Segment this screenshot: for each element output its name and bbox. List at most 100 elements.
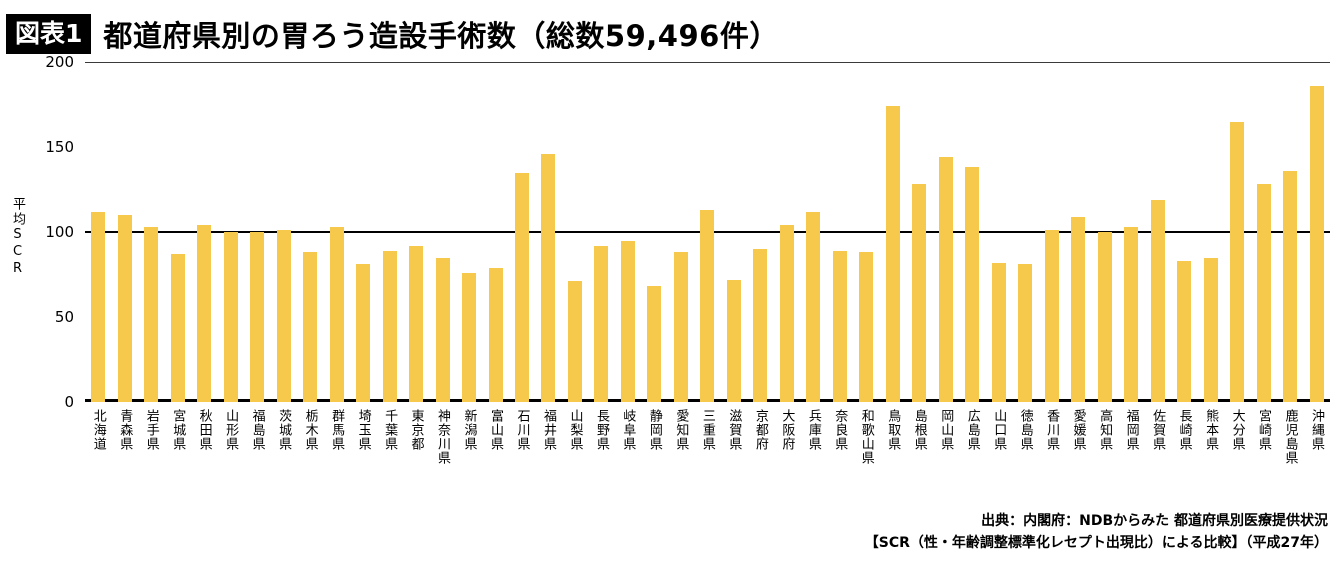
bar-group: 高知県 [1091,62,1117,509]
bar-slot [1283,62,1298,402]
bar [832,250,847,402]
bar-group: 長崎県 [1171,62,1197,509]
bar [435,257,450,402]
source-note: 出典：内閣府：NDBからみた 都道府県別医療提供状況 【SCR（性・年齢調整標準… [0,511,1340,554]
source-line-1: 出典：内閣府：NDBからみた 都道府県別医療提供状況 [981,513,1328,529]
bar [91,211,106,402]
x-tick-label: 栃木県 [302,409,318,451]
bar-group: 福島県 [244,62,270,509]
bar [647,286,662,402]
y-tick-label: 0 [64,393,74,411]
bar [170,254,185,402]
bar [409,245,424,402]
x-tick-label: 福島県 [249,409,265,451]
x-tick-label: 兵庫県 [805,409,821,451]
bar [197,225,212,402]
bar [779,225,794,402]
x-tick-label: 岩手県 [143,409,159,451]
bar-slot [700,62,715,402]
bar-group: 島根県 [906,62,932,509]
x-tick-label: 京都府 [752,409,768,451]
bar-slot [1256,62,1271,402]
bar-slot [859,62,874,402]
bar-slot [303,62,318,402]
bar-group: 群馬県 [323,62,349,509]
bar [1097,232,1112,402]
x-tick-label: 新潟県 [461,409,477,451]
bar-slot [170,62,185,402]
bar-group: 神奈川県 [429,62,455,509]
y-tick-label: 100 [45,223,74,241]
bar-slot [356,62,371,402]
y-axis-title: 平均SCR [10,196,25,278]
bar-slot [541,62,556,402]
bars-row: 北海道 青森県 岩手県 宮城県 秋田県 山形県 福島県 茨城県 栃木県 群馬県 埼玉県 千葉県 東京都神… [85,62,1330,509]
bar-group: 広島県 [959,62,985,509]
bar [806,211,821,402]
bar [965,167,980,402]
bar-slot [991,62,1006,402]
bar [567,281,582,402]
bar-group: 三重県 [694,62,720,509]
bar [1071,216,1086,402]
bar-group: 奈良県 [827,62,853,509]
bar-slot [1018,62,1033,402]
bar [1283,170,1298,402]
bar-slot [832,62,847,402]
bar-group: 京都府 [747,62,773,509]
x-tick-label: 大阪府 [779,409,795,451]
bar-slot [806,62,821,402]
bar-slot [117,62,132,402]
x-tick-label: 山口県 [991,409,1007,451]
bar-group: 富山県 [482,62,508,509]
bar-group: 秋田県 [191,62,217,509]
bar-group: 青森県 [111,62,137,509]
bar [514,172,529,402]
bar [938,157,953,402]
bar [250,232,265,402]
bar-group: 茨城県 [270,62,296,509]
bar-slot [647,62,662,402]
bar-group: 東京都 [403,62,429,509]
bar-slot [1230,62,1245,402]
bar-group: 岡山県 [933,62,959,509]
x-tick-label: 熊本県 [1203,409,1219,451]
chart-header: 図表1 都道府県別の胃ろう造設手術数（総数59,496件） [0,0,1340,62]
x-tick-label: 宮崎県 [1256,409,1272,451]
bar-slot [567,62,582,402]
x-tick-label: 三重県 [699,409,715,451]
x-tick-label: 愛媛県 [1070,409,1086,451]
x-tick-label: 徳島県 [1017,409,1033,451]
bar-group: 大阪府 [774,62,800,509]
bar [223,232,238,402]
x-tick-label: 山形県 [223,409,239,451]
x-tick-label: 香川県 [1044,409,1060,451]
bar-slot [250,62,265,402]
bar-slot [1150,62,1165,402]
bar-slot [409,62,424,402]
y-axis-ticks: 0 50 100 150 200 [38,53,80,411]
gridline-200 [85,62,1330,63]
bar [700,209,715,402]
bar-group: 石川県 [509,62,535,509]
bar [303,252,318,402]
x-tick-label: 福岡県 [1123,409,1139,451]
x-tick-label: 富山県 [488,409,503,451]
bar-group: 山口県 [985,62,1011,509]
bar-group: 香川県 [1038,62,1064,509]
x-tick-label: 神奈川県 [435,409,451,465]
bar-slot [673,62,688,402]
bar [1044,230,1059,402]
x-tick-label: 静岡県 [646,409,662,451]
bar-slot [435,62,450,402]
bar-group: 愛知県 [668,62,694,509]
bar-slot [753,62,768,402]
x-tick-label: 福井県 [540,409,556,451]
bar-slot [965,62,980,402]
bar-group: 福井県 [535,62,561,509]
bar [356,264,371,402]
bar-slot [91,62,106,402]
bar-slot [1177,62,1192,402]
bar [885,106,900,402]
bar-chart: 平均SCR 0 50 100 150 200 北海道 青森県 岩手県 宮城県 秋田県 山形県 福島県… [0,53,1340,509]
